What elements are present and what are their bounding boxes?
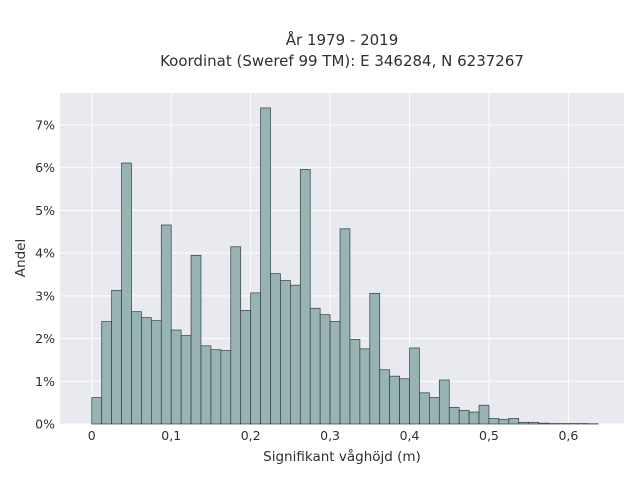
y-tick-label-7: 7% [35, 118, 55, 133]
histogram-bar-11 [200, 345, 212, 425]
x-axis-ticks: 0 0,1 0,2 0,3 0,4 0,5 0,6 [88, 428, 579, 443]
histogram-bar-6 [151, 320, 162, 425]
y-tick-label-2: 2% [35, 331, 55, 346]
histogram-bar-33 [419, 392, 430, 425]
histogram-bar-40 [488, 418, 500, 425]
histogram-bar-32 [409, 347, 420, 425]
histogram-bar-24 [329, 321, 341, 425]
histogram-bar-3 [121, 162, 132, 425]
histogram-bar-12 [210, 349, 222, 425]
y-tick-label-6: 6% [35, 160, 55, 175]
histogram-bar-23 [319, 314, 331, 425]
x-axis-label: Signifikant våghöjd (m) [263, 448, 421, 465]
x-tick-label-3: 0,3 [320, 428, 340, 443]
histogram-bars [91, 107, 599, 425]
histogram-bar-31 [399, 378, 410, 425]
histogram-bar-7 [160, 224, 172, 425]
histogram-bar-14 [230, 246, 242, 425]
histogram-bar-0 [91, 397, 103, 425]
histogram-bar-8 [170, 329, 182, 425]
histogram-bar-15 [240, 310, 251, 425]
histogram-bar-28 [369, 292, 381, 425]
histogram-bar-44 [528, 421, 539, 425]
histogram-bar-13 [220, 350, 232, 425]
histogram-bar-1 [101, 321, 112, 425]
histogram-bar-36 [448, 406, 460, 425]
histogram-bar-30 [389, 375, 400, 425]
x-tick-label-5: 0,5 [479, 428, 499, 443]
histogram-bar-26 [349, 339, 361, 425]
histogram-bar-2 [111, 289, 122, 425]
histogram-bar-37 [458, 409, 470, 425]
histogram-bar-35 [438, 379, 450, 425]
histogram-bar-41 [498, 418, 510, 425]
histogram-bar-19 [280, 280, 291, 425]
histogram-bar-34 [429, 397, 440, 425]
histogram-bar-4 [131, 311, 142, 425]
histogram-bar-9 [180, 335, 192, 425]
histogram-bar-29 [379, 369, 391, 425]
x-tick-label-0: 0 [88, 428, 96, 443]
x-tick-label-2: 0,2 [241, 428, 261, 443]
y-tick-label-4: 4% [35, 246, 55, 261]
histogram-bar-25 [339, 228, 351, 425]
chart-title-line-1: År 1979 - 2019 [286, 30, 399, 49]
x-tick-label-4: 0,4 [400, 428, 420, 443]
histogram-bar-45 [538, 422, 549, 425]
histogram-bar-17 [260, 107, 271, 425]
histogram-bar-43 [518, 421, 530, 425]
y-tick-label-0: 0% [35, 417, 55, 432]
y-tick-label-1: 1% [35, 374, 55, 389]
y-axis-ticks: 0% 1% 2% 3% 4% 5% 6% 7% [35, 118, 55, 432]
y-tick-label-3: 3% [35, 288, 55, 303]
y-axis-label: Andel [13, 239, 29, 277]
x-tick-label-1: 0,1 [161, 428, 181, 443]
chart-title-line-2: Koordinat (Sweref 99 TM): E 346284, N 62… [160, 52, 524, 70]
histogram-bar-38 [468, 411, 480, 425]
histogram-bar-10 [190, 254, 202, 425]
histogram-bar-42 [508, 418, 520, 425]
histogram-bar-20 [290, 284, 301, 425]
histogram-bar-22 [309, 307, 321, 425]
histogram-bar-18 [270, 273, 281, 425]
histogram-bar-16 [250, 292, 261, 425]
x-tick-label-6: 0,6 [558, 428, 578, 443]
histogram-bar-27 [359, 348, 371, 425]
y-tick-label-5: 5% [35, 203, 55, 218]
histogram-bar-39 [478, 404, 490, 425]
histogram-bar-5 [141, 317, 152, 425]
histogram-bar-21 [299, 169, 311, 425]
